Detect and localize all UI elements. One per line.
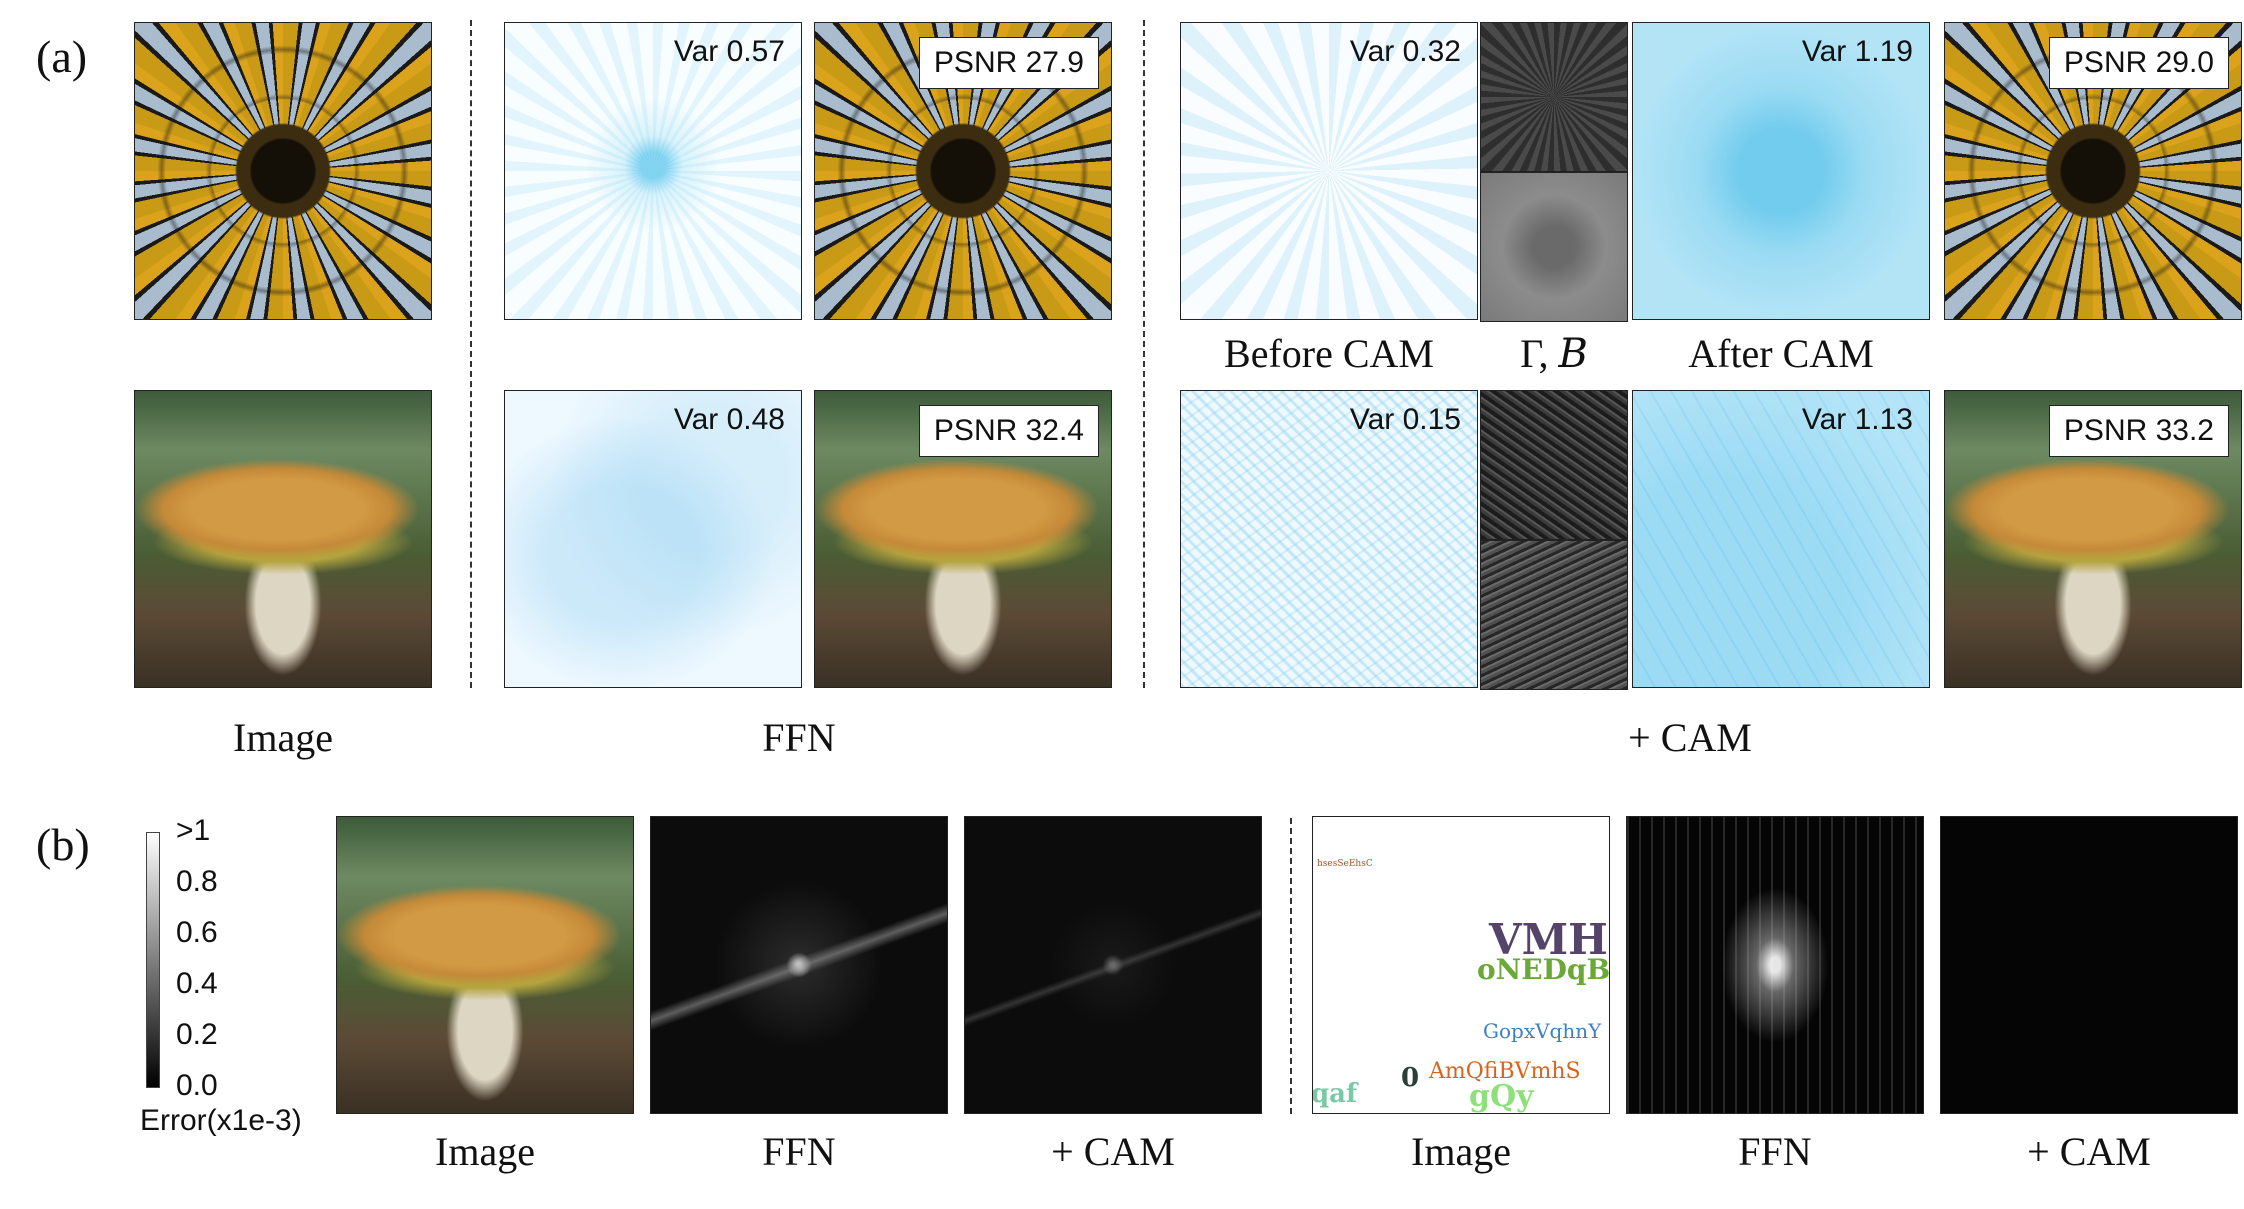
variance-label: Var 0.15 [1349, 403, 1461, 436]
variance-label: Var 0.57 [673, 35, 785, 68]
variance-label: Var 0.48 [673, 403, 785, 436]
beta-map [1480, 172, 1628, 322]
ffn-error-map: Var 0.57 [504, 22, 802, 320]
text-word: 0 [1401, 1063, 1420, 1093]
cam-spectrum [964, 816, 1262, 1114]
cam-reconstruction: PSNR 29.0 [1944, 22, 2242, 320]
mushroom-image [134, 390, 432, 688]
separator-line [1143, 20, 1145, 688]
ffn-spectrum [1626, 816, 1924, 1114]
ffn-caption: FFN [1738, 1129, 1812, 1174]
ffn-reconstruction: PSNR 27.9 [814, 22, 1112, 320]
colorbar-tick: 0.6 [176, 916, 218, 949]
ffn-reconstruction: PSNR 32.4 [814, 390, 1112, 688]
before-cam-caption: Before CAM [1224, 331, 1434, 376]
flower-image [134, 22, 432, 320]
text-word: qaf [1312, 1079, 1358, 1109]
text-word: VMH [1489, 915, 1608, 964]
after-cam-error-map: Var 1.19 [1632, 22, 1930, 320]
ffn-caption: FFN [762, 715, 836, 760]
cam-caption: + CAM [2027, 1129, 2151, 1174]
text-word: gQy [1469, 1079, 1534, 1114]
colorbar-tick: 0.0 [176, 1069, 218, 1102]
cam-caption: + CAM [1628, 715, 1752, 760]
text-word: hsesSeEhsC [1317, 859, 1373, 869]
gamma-map [1480, 22, 1628, 172]
image-caption: Image [233, 715, 333, 760]
psnr-label: PSNR 33.2 [2048, 405, 2229, 457]
colorbar-tick: 0.8 [176, 865, 218, 898]
separator-line [1290, 818, 1292, 1114]
text-word: AmQfiBVmhS [1429, 1059, 1581, 1084]
beta-map [1480, 540, 1628, 690]
colorbar-title: Error(x1e-3) [140, 1104, 302, 1137]
psnr-label: PSNR 29.0 [2048, 37, 2229, 89]
cam-spectrum [1940, 816, 2238, 1114]
before-cam-error-map: Var 0.15 [1180, 390, 1478, 688]
psnr-label: PSNR 27.9 [918, 37, 1099, 89]
colorbar-tick: 0.2 [176, 1018, 218, 1051]
variance-label: Var 1.19 [1801, 35, 1913, 68]
image-caption: Image [1411, 1129, 1511, 1174]
label-b: (b) [36, 819, 90, 870]
text-image: hsesSeEhsC VMH oNEDqBI GopxVqhnY AmQfiBV… [1312, 816, 1610, 1114]
image-caption: Image [435, 1129, 535, 1174]
gamma-b-caption: Γ, 𝐵 [1520, 331, 1588, 376]
cam-caption: + CAM [1051, 1129, 1175, 1174]
psnr-label: PSNR 32.4 [918, 405, 1099, 457]
text-word: oNEDqBI [1477, 953, 1610, 986]
separator-line [470, 20, 472, 688]
colorbar-tick: >1 [176, 814, 211, 847]
colorbar [146, 832, 160, 1088]
variance-label: Var 1.13 [1801, 403, 1913, 436]
label-a: (a) [36, 31, 88, 82]
gamma-map [1480, 390, 1628, 540]
ffn-caption: FFN [762, 1129, 836, 1174]
after-cam-error-map: Var 1.13 [1632, 390, 1930, 688]
ffn-error-map: Var 0.48 [504, 390, 802, 688]
variance-label: Var 0.32 [1349, 35, 1461, 68]
text-word: GopxVqhnY [1483, 1019, 1602, 1043]
ffn-spectrum [650, 816, 948, 1114]
mushroom-image [336, 816, 634, 1114]
colorbar-tick: 0.4 [176, 967, 218, 1000]
cam-reconstruction: PSNR 33.2 [1944, 390, 2242, 688]
after-cam-caption: After CAM [1688, 331, 1874, 376]
before-cam-error-map: Var 0.32 [1180, 22, 1478, 320]
